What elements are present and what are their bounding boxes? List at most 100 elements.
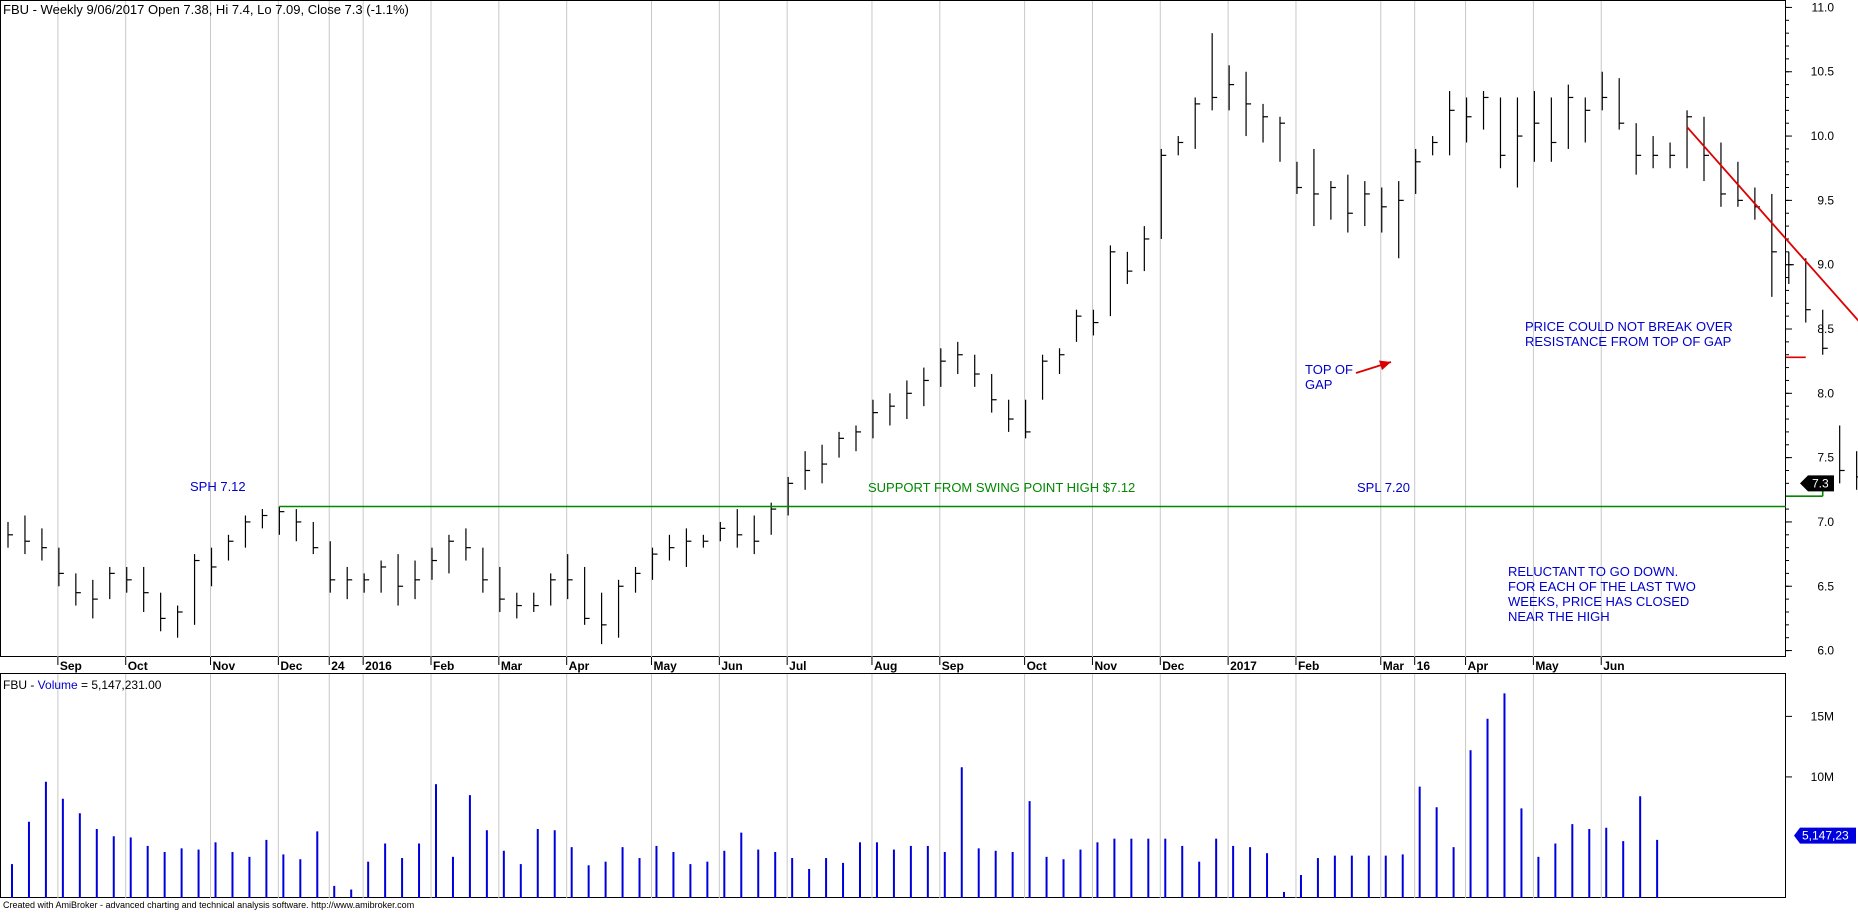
price-bar bbox=[1245, 71, 1252, 137]
date-tick-label: May bbox=[653, 659, 677, 673]
price-bar bbox=[1228, 65, 1235, 111]
price-bar bbox=[1499, 97, 1506, 169]
price-bar bbox=[974, 354, 980, 387]
reluctant-line-1: RELUCTANT TO GO DOWN. bbox=[1508, 564, 1678, 579]
current-price-tag: 7.3 bbox=[1800, 475, 1834, 492]
price-bar bbox=[1686, 110, 1693, 169]
price-bar bbox=[668, 534, 675, 561]
price-axis-label: 8.0 bbox=[1817, 386, 1834, 400]
price-bar bbox=[1448, 91, 1455, 156]
price-bar bbox=[1601, 71, 1608, 111]
reluctant-line-4: NEAR THE HIGH bbox=[1508, 609, 1610, 624]
date-tick-label: Mar bbox=[1383, 659, 1405, 673]
price-bar bbox=[533, 592, 539, 612]
price-bar bbox=[1296, 161, 1302, 194]
date-tick-label: Jun bbox=[1603, 659, 1624, 673]
price-axis-label: 8.5 bbox=[1817, 322, 1834, 336]
current-volume-tag-text: 5,147,23 bbox=[1802, 829, 1849, 843]
date-tick-label: Feb bbox=[433, 659, 454, 673]
price-bar bbox=[499, 566, 505, 612]
price-bar bbox=[482, 547, 488, 593]
price-bar bbox=[787, 476, 794, 516]
price-bar bbox=[295, 509, 302, 542]
price-bar bbox=[1703, 116, 1709, 182]
date-tick-label: 2017 bbox=[1230, 659, 1257, 673]
price-bar bbox=[906, 380, 912, 420]
price-bar bbox=[1024, 399, 1031, 439]
price-bar bbox=[92, 579, 98, 619]
price-axis-label: 10.5 bbox=[1811, 65, 1835, 79]
price-bar bbox=[160, 592, 166, 632]
date-tick-label: Mar bbox=[501, 659, 523, 673]
price-axis-label: 11.0 bbox=[1812, 0, 1835, 14]
price-bar bbox=[1364, 181, 1370, 227]
reluctant-line-3: WEEKS, PRICE HAS CLOSED bbox=[1508, 594, 1689, 609]
price-bar bbox=[567, 554, 573, 600]
price-bar bbox=[889, 393, 895, 426]
price-bar bbox=[1347, 174, 1353, 233]
price-bar bbox=[1482, 91, 1489, 130]
price-bar bbox=[516, 592, 522, 619]
price-bar bbox=[1211, 33, 1218, 111]
price-bar bbox=[210, 547, 217, 587]
date-tick-label: Aug bbox=[874, 659, 897, 673]
price-bar bbox=[1635, 123, 1642, 175]
price-bar bbox=[312, 521, 319, 555]
top-of-gap-arrow-head bbox=[1379, 360, 1391, 371]
price-axis-label: 6.5 bbox=[1817, 579, 1834, 593]
price-axis-label: 6.0 bbox=[1817, 644, 1834, 658]
date-tick-label: Jun bbox=[721, 659, 742, 673]
price-bar bbox=[75, 573, 81, 606]
price-bar bbox=[617, 579, 624, 638]
price-bar bbox=[1618, 78, 1625, 130]
price-pane-frame bbox=[0, 0, 1786, 657]
price-bar bbox=[1194, 97, 1201, 149]
price-grid bbox=[57, 1, 1602, 657]
price-bar bbox=[1415, 148, 1421, 194]
price-bar bbox=[1550, 97, 1557, 162]
top-of-gap-label: TOP OF GAP bbox=[1305, 362, 1357, 392]
price-bar bbox=[1669, 142, 1676, 169]
price-bar bbox=[719, 521, 726, 542]
price-bar bbox=[685, 528, 692, 567]
price-bar bbox=[1160, 148, 1167, 239]
price-bar bbox=[584, 566, 590, 625]
price-bar bbox=[634, 566, 641, 593]
date-tick-label: Feb bbox=[1298, 659, 1319, 673]
price-bar bbox=[1058, 348, 1065, 375]
price-bar bbox=[1584, 97, 1591, 143]
price-bar bbox=[736, 509, 743, 548]
annotation-lines bbox=[279, 126, 1858, 508]
reluctant-label: RELUCTANT TO GO DOWN. FOR EACH OF THE LA… bbox=[1508, 564, 1699, 624]
volume-bars bbox=[11, 693, 1659, 898]
annotation-arrows bbox=[1355, 360, 1392, 374]
price-axis-label: 7.5 bbox=[1817, 451, 1834, 465]
price-bar bbox=[448, 534, 454, 574]
price-bar bbox=[1398, 181, 1404, 259]
volume-axis-label: 15M bbox=[1811, 709, 1834, 723]
price-bar bbox=[1805, 258, 1811, 323]
date-tick-label: 24 bbox=[331, 659, 345, 673]
price-bar bbox=[1143, 226, 1150, 272]
price-bar bbox=[1092, 309, 1099, 336]
date-tick-label: Apr bbox=[569, 659, 590, 673]
price-bar bbox=[1839, 425, 1845, 484]
current-volume-tag: 5,147,23 bbox=[1794, 827, 1856, 844]
resistance-label: PRICE COULD NOT BREAK OVER RESISTANCE FR… bbox=[1525, 319, 1736, 349]
price-bar bbox=[346, 566, 353, 600]
price-bar bbox=[1856, 451, 1858, 490]
price-bar bbox=[24, 515, 30, 555]
price-bar bbox=[397, 554, 404, 606]
price-bar bbox=[957, 341, 963, 375]
volume-axis: 10M 15M bbox=[1786, 709, 1834, 784]
price-bar bbox=[550, 573, 556, 606]
date-tick-label: 16 bbox=[1417, 659, 1431, 673]
date-tick-label: Dec bbox=[1162, 659, 1184, 673]
price-bar bbox=[1381, 187, 1387, 233]
date-axis: Sep Oct Nov Dec 24 2016 Feb Mar Apr May Jun Jul Aug S… bbox=[57, 657, 1625, 673]
resistance-label-line-1: PRICE COULD NOT BREAK OVER bbox=[1525, 319, 1733, 334]
price-bar bbox=[1652, 136, 1659, 169]
price-bar bbox=[1313, 148, 1319, 227]
price-bar bbox=[1720, 142, 1726, 207]
